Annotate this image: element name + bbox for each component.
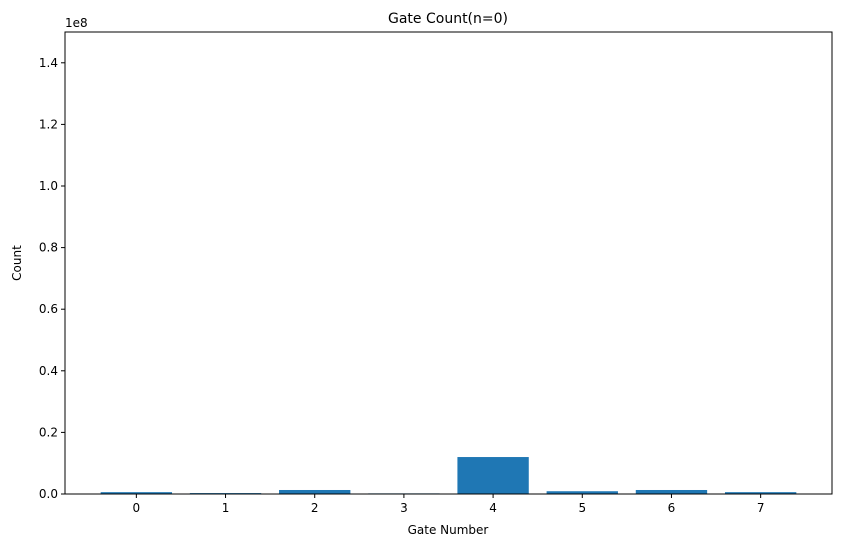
bar-4 xyxy=(457,457,529,494)
y-tick-label: 0.4 xyxy=(39,364,58,378)
x-axis-label: Gate Number xyxy=(408,523,489,537)
x-tick-label: 3 xyxy=(400,501,408,515)
x-tick-label: 4 xyxy=(489,501,497,515)
x-ticks-group: 0 1 2 3 4 5 6 7 xyxy=(133,494,765,515)
bar-5 xyxy=(546,491,618,494)
x-tick-label: 6 xyxy=(668,501,676,515)
bar-2 xyxy=(279,489,351,494)
y-tick-label: 1.2 xyxy=(39,117,58,131)
y-axis-label: Count xyxy=(10,245,24,281)
plot-frame xyxy=(64,31,833,495)
x-tick-label: 7 xyxy=(757,501,765,515)
y-ticks-group: 0.0 0.2 0.4 0.6 0.8 1.0 1.2 1.4 xyxy=(39,56,65,501)
bars-group xyxy=(100,457,797,494)
bar-7 xyxy=(724,492,797,494)
y-offset-label: 1e8 xyxy=(65,16,88,30)
x-tick-label: 5 xyxy=(578,501,586,515)
y-tick-label: 0.0 xyxy=(39,487,58,501)
y-tick-label: 0.6 xyxy=(39,302,58,316)
y-tick-label: 1.4 xyxy=(39,56,58,70)
x-tick-label: 2 xyxy=(311,501,319,515)
x-tick-label: 1 xyxy=(222,501,230,515)
x-tick-label: 0 xyxy=(133,501,141,515)
bar-6 xyxy=(635,489,708,494)
y-tick-label: 0.8 xyxy=(39,241,58,255)
y-tick-label: 0.2 xyxy=(39,425,58,439)
chart-title: Gate Count(n=0) xyxy=(388,11,508,27)
bar-0 xyxy=(100,492,173,494)
y-tick-label: 1.0 xyxy=(39,179,58,193)
